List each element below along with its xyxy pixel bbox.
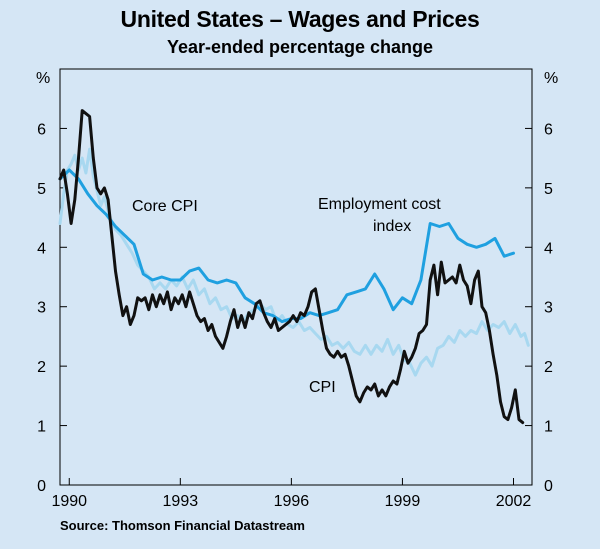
y-unit-left: % xyxy=(36,70,50,87)
y-axis-right: 0 1 2 3 4 5 6 xyxy=(525,121,553,495)
y-tick-label-left: 2 xyxy=(37,359,46,376)
x-tick-label: 1999 xyxy=(385,493,421,510)
chart-subtitle: Year-ended percentage change xyxy=(166,37,434,57)
chart-title: United States – Wages and Prices xyxy=(120,6,480,32)
y-tick-label-left: 5 xyxy=(37,181,46,198)
label-cpi: CPI xyxy=(309,379,336,396)
y-unit-right: % xyxy=(544,70,558,87)
series-line-core-cpi xyxy=(58,147,530,377)
y-tick-label-left: 4 xyxy=(37,240,46,257)
y-tick-label-right: 4 xyxy=(544,240,553,257)
x-tick-label: 1990 xyxy=(51,493,87,510)
x-tick-label: 1993 xyxy=(163,493,199,510)
y-tick-label-left: 1 xyxy=(37,419,46,436)
y-tick-label-right: 3 xyxy=(544,300,553,317)
series-line-employment-cost-index xyxy=(58,168,515,324)
y-tick-label-right: 5 xyxy=(544,181,553,198)
label-employment-cost: Employment cost xyxy=(318,196,441,213)
plot-frame xyxy=(59,68,533,486)
series-line-cpi xyxy=(58,109,525,425)
label-index: index xyxy=(373,218,411,235)
source-note: Source: Thomson Financial Datastream xyxy=(60,518,305,533)
y-tick-label-left: 0 xyxy=(37,478,46,495)
y-tick-label-right: 0 xyxy=(544,478,553,495)
series-layer xyxy=(58,109,530,425)
x-axis: 1990 1993 1996 1999 2002 xyxy=(51,478,531,510)
y-tick-label-left: 3 xyxy=(37,300,46,317)
y-tick-label-right: 6 xyxy=(544,121,553,138)
y-tick-label-right: 1 xyxy=(544,419,553,436)
y-tick-label-right: 2 xyxy=(544,359,553,376)
label-core-cpi: Core CPI xyxy=(132,198,198,215)
x-tick-label: 2002 xyxy=(496,493,532,510)
y-tick-label-left: 6 xyxy=(37,121,46,138)
x-tick-label: 1996 xyxy=(274,493,310,510)
y-axis-left: 0 1 2 3 4 5 6 xyxy=(37,121,67,495)
